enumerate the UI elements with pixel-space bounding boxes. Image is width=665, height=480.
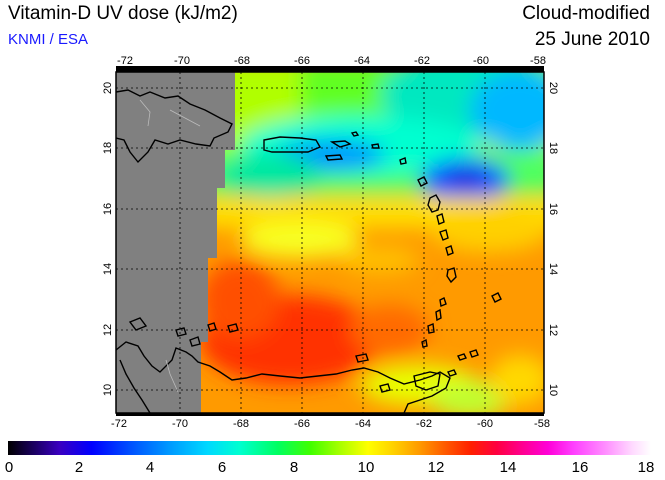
lat-ticks-left: 10 12 14 16 18 20 [102,82,114,396]
lat-tick: 12 [547,324,559,336]
lon-tick: -62 [414,55,430,67]
lon-tick: -72 [111,418,127,430]
lon-tick: -70 [172,418,188,430]
colorbar-label: 12 [427,459,445,476]
uv-field [116,72,544,413]
lon-tick: -66 [294,418,310,430]
lon-tick: -62 [416,418,432,430]
lat-ticks-right: 10 12 14 16 18 20 [547,82,559,396]
lat-tick: 14 [102,263,114,275]
lat-tick: 14 [547,263,559,275]
colorbar-label: 4 [145,459,155,476]
colorbar-label: 16 [571,459,589,476]
lon-tick: -60 [477,418,493,430]
lon-tick: -64 [355,418,371,430]
no-data-region [116,72,235,413]
map-title: Vitamin-D UV dose (kJ/m2) [8,3,238,24]
lat-tick: 16 [547,203,559,215]
colorbar-label: 18 [637,459,655,476]
colorbar-label: 6 [217,459,227,476]
lat-tick: 20 [102,82,114,94]
lon-ticks-bottom: -72 -70 -68 -66 -64 -62 -60 -58 [111,418,550,430]
coastlines [116,89,502,413]
lon-tick: -58 [534,418,550,430]
source-label: KNMI / ESA [8,31,89,48]
lat-tick: 10 [547,384,559,396]
lon-ticks-top: -72 -70 -68 -66 -64 -62 -60 -58 [117,55,546,67]
colorbar-label: 8 [289,459,299,476]
lon-tick: -66 [294,55,310,67]
graticule [116,72,544,413]
lon-tick: -68 [233,418,249,430]
colorbar-label: 10 [357,459,375,476]
lat-tick: 18 [102,142,114,154]
lat-tick: 16 [102,203,114,215]
colorbar-label: 2 [74,459,84,476]
lon-tick: -70 [174,55,190,67]
lon-tick: -58 [530,55,546,67]
colorbar [8,441,651,455]
lon-tick: -64 [354,55,370,67]
product-label: Cloud-modified [522,3,650,24]
date-label: 25 June 2010 [534,29,650,50]
lat-tick: 20 [547,82,559,94]
colorbar-label: 14 [499,459,517,476]
lon-tick: -72 [117,55,133,67]
lat-tick: 18 [547,142,559,154]
lon-tick: -68 [234,55,250,67]
lon-tick: -60 [473,55,489,67]
lat-tick: 12 [102,324,114,336]
uv-dose-map: -72 -70 -68 -66 -64 -62 -60 -58 -72 -70 … [102,55,559,430]
lat-tick: 10 [102,384,114,396]
colorbar-label: 0 [4,459,14,476]
